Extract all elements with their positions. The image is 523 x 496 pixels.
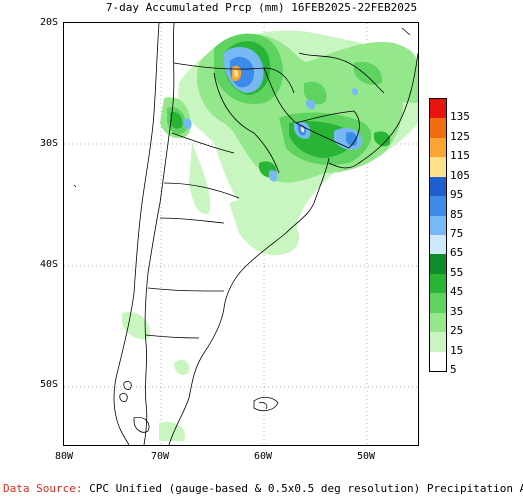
data-source-footer: Data Source: CPC Unified (gauge-based & … bbox=[3, 482, 523, 495]
legend-swatch bbox=[430, 332, 446, 352]
lon-label-80w: 80W bbox=[54, 451, 74, 462]
legend-label: 25 bbox=[450, 324, 464, 338]
legend-swatch bbox=[430, 312, 446, 333]
legend-colorbar bbox=[429, 98, 447, 372]
precipitation-map bbox=[63, 22, 419, 446]
lon-label-70w: 70W bbox=[150, 451, 170, 462]
legend-swatch bbox=[430, 137, 446, 158]
lat-label-30s: 30S bbox=[39, 138, 58, 149]
legend-swatch bbox=[430, 254, 446, 274]
legend-swatch bbox=[430, 351, 446, 371]
lat-label-20s: 20S bbox=[39, 17, 58, 28]
precipitation-shading bbox=[122, 30, 418, 441]
legend-label: 45 bbox=[450, 285, 464, 299]
lon-label-50w: 50W bbox=[356, 451, 376, 462]
legend-label: 105 bbox=[450, 168, 470, 182]
data-source-label: Data Source: bbox=[3, 482, 83, 495]
legend-swatch bbox=[430, 99, 446, 119]
legend-swatch bbox=[430, 293, 446, 313]
legend-swatch bbox=[430, 118, 446, 138]
islands bbox=[73, 27, 411, 433]
map-canvas bbox=[64, 23, 418, 445]
data-source-text: CPC Unified (gauge-based & 0.5x0.5 deg r… bbox=[89, 482, 523, 495]
legend-swatch bbox=[430, 215, 446, 235]
legend-label: 65 bbox=[450, 246, 464, 260]
lat-label-50s: 50S bbox=[39, 379, 58, 390]
legend-swatch bbox=[430, 176, 446, 197]
legend-swatch bbox=[430, 273, 446, 294]
legend-label: 75 bbox=[450, 227, 464, 240]
legend-label: 95 bbox=[450, 188, 464, 202]
legend-label: 15 bbox=[450, 343, 464, 357]
legend-label: 85 bbox=[450, 207, 464, 221]
legend-label: 5 bbox=[450, 363, 457, 376]
legend-swatch bbox=[430, 157, 446, 177]
country-boundaries bbox=[113, 23, 418, 445]
legend-label: 115 bbox=[450, 149, 470, 163]
legend-label: 55 bbox=[450, 265, 464, 279]
legend-swatch bbox=[430, 196, 446, 216]
map-title: 7-day Accumulated Prcp (mm) 16FEB2025-22… bbox=[105, 1, 418, 14]
lat-label-40s: 40S bbox=[39, 259, 58, 270]
lon-label-60w: 60W bbox=[253, 451, 273, 462]
legend-swatch bbox=[430, 235, 446, 255]
legend-label: 125 bbox=[450, 129, 470, 143]
legend-label: 135 bbox=[450, 110, 470, 124]
legend-label: 35 bbox=[450, 304, 464, 318]
